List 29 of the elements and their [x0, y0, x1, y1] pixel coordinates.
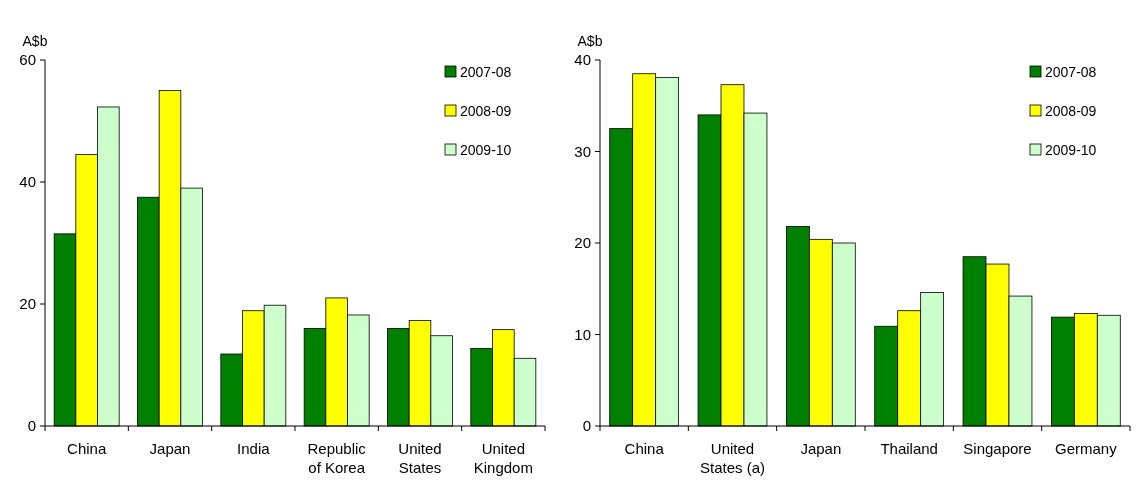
y-tick-label: 10 [574, 325, 591, 343]
y-tick-label: 0 [582, 417, 591, 435]
y-tick-label: 40 [19, 173, 36, 191]
y-tick-label: 40 [574, 51, 591, 69]
x-tick-label: Republic of Korea [307, 440, 367, 476]
legend-label: 2007-08 [1045, 63, 1097, 80]
x-tick-label: Japan [149, 440, 191, 457]
legend-label: 2009-10 [1045, 141, 1097, 158]
x-tick-label: China [624, 440, 665, 457]
y-tick-label: 60 [19, 51, 36, 69]
x-tick-label: Thailand [880, 440, 938, 457]
x-tick-label: Japan [800, 440, 842, 457]
y-tick-label: 30 [574, 142, 591, 160]
x-tick-label: Germany [1054, 440, 1118, 457]
x-tick-label: India [237, 440, 271, 457]
x-tick-label: United States [398, 440, 442, 476]
x-tick-label: United States (a) [699, 440, 766, 476]
y-axis-title: A$b [577, 33, 603, 49]
legend-label: 2009-10 [460, 141, 512, 158]
y-tick-label: 20 [19, 295, 36, 313]
y-axis-title: A$b [22, 33, 48, 49]
y-tick-label: 0 [27, 417, 36, 435]
legend-label: 2007-08 [460, 63, 512, 80]
y-tick-label: 20 [574, 234, 591, 252]
x-tick-label: United Kingdom [473, 440, 533, 476]
x-tick-label: China [67, 440, 107, 457]
x-tick-label: Singapore [963, 440, 1032, 457]
legend-label: 2008-09 [460, 102, 512, 119]
legend-label: 2008-09 [1045, 102, 1097, 119]
